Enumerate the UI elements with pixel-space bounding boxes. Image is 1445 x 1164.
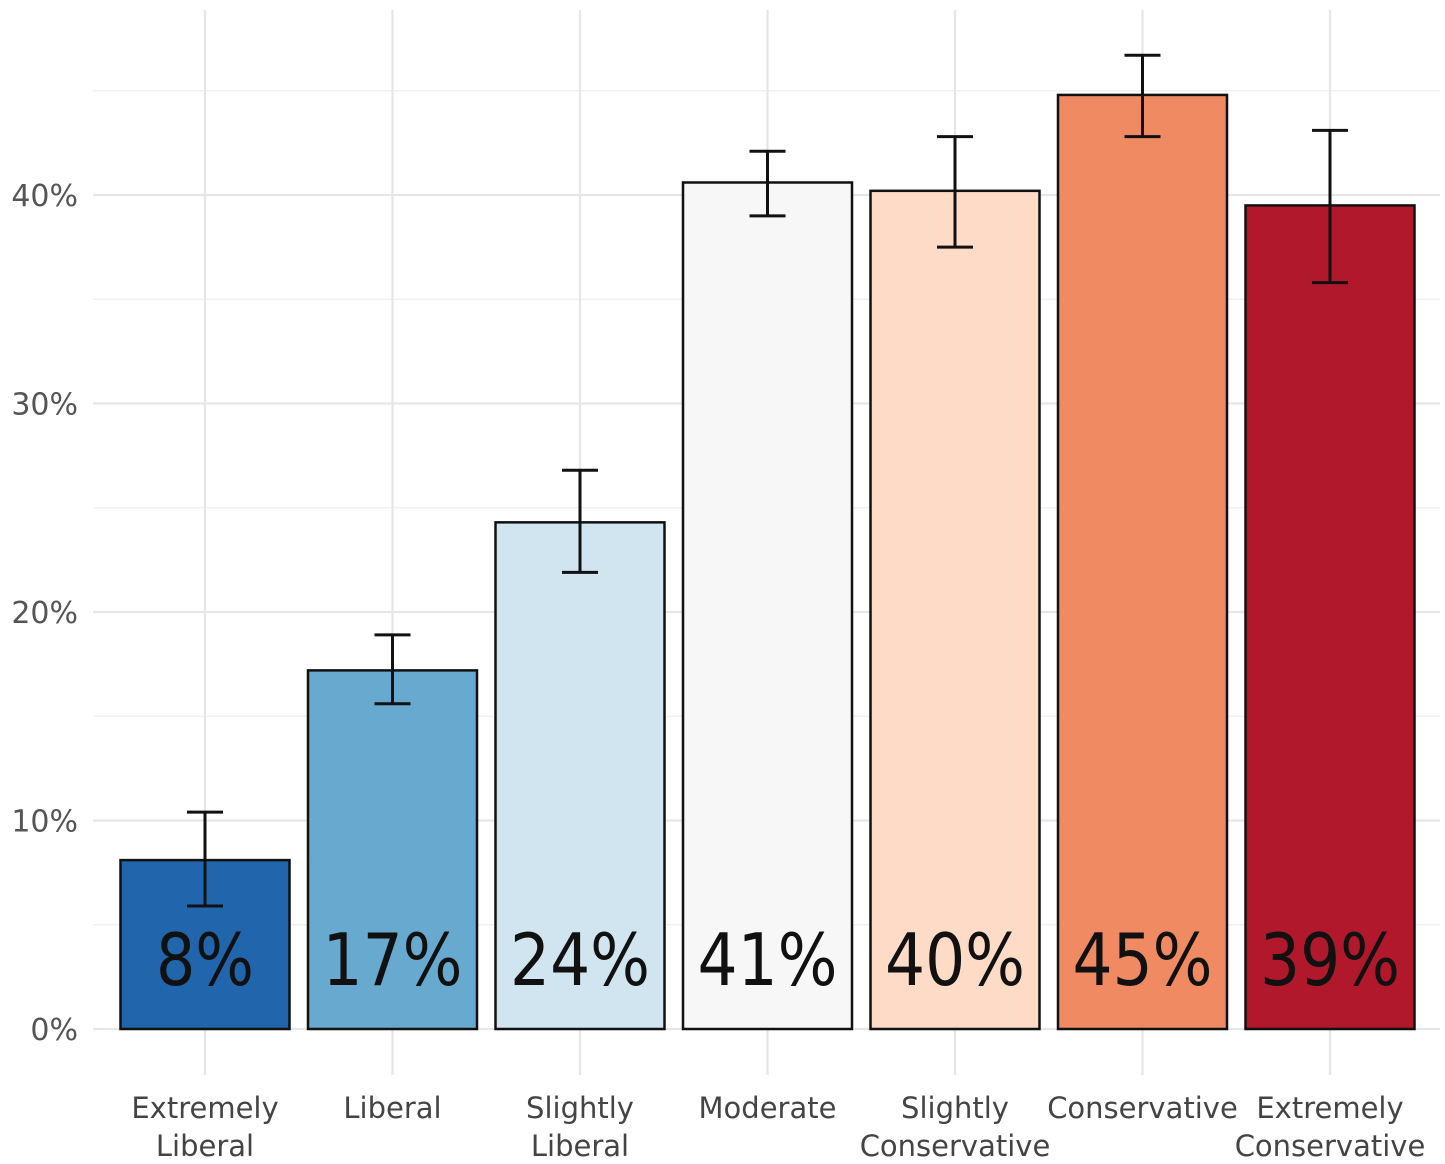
bar [1056, 93, 1229, 1031]
x-tick-label: Liberal [156, 1129, 254, 1163]
data-label: 39% [1260, 918, 1400, 1002]
y-tick-label: 10% [11, 805, 78, 840]
error-bar [749, 149, 786, 218]
y-tick-label: 0% [30, 1013, 78, 1048]
x-tick-label: Slightly [526, 1091, 634, 1125]
x-tick-label: Extremely [1256, 1091, 1403, 1125]
error-bar [374, 633, 411, 706]
data-label: 41% [698, 918, 838, 1002]
bar [1244, 204, 1416, 1031]
error-bar [1312, 128, 1348, 285]
x-tick-label: Liberal [531, 1129, 629, 1163]
y-tick-label: 40% [11, 179, 78, 214]
data-label: 40% [885, 918, 1025, 1002]
x-tick-label: Conservative [1047, 1091, 1238, 1125]
bar [681, 181, 854, 1031]
x-tick-label: Slightly [901, 1091, 1009, 1125]
data-label: 24% [510, 918, 650, 1002]
x-tick-label: Conservative [1235, 1129, 1426, 1163]
x-tick-label: Extremely [131, 1091, 278, 1125]
error-bar [562, 468, 598, 574]
bar [306, 669, 479, 1031]
x-tick-label: Conservative [860, 1129, 1051, 1163]
error-bar [1124, 53, 1161, 139]
data-label: 8% [156, 918, 254, 1002]
y-tick-label: 30% [11, 388, 78, 423]
data-label: 45% [1073, 918, 1213, 1002]
bar [494, 521, 666, 1031]
error-bar [187, 810, 223, 908]
x-tick-label: Moderate [699, 1091, 837, 1125]
x-tick-label: Liberal [343, 1091, 441, 1125]
data-label: 17% [323, 918, 463, 1002]
y-tick-label: 20% [11, 596, 78, 631]
bar [869, 189, 1041, 1031]
error-bar [937, 135, 973, 249]
